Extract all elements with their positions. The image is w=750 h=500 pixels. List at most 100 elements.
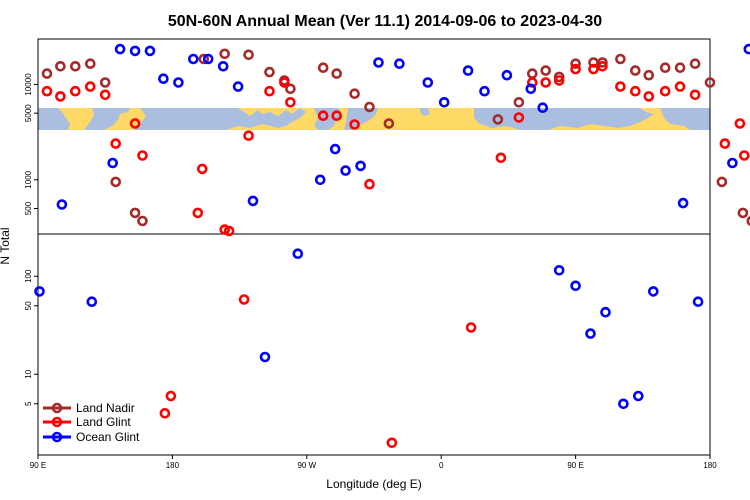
y-tick-label: 50	[24, 301, 33, 310]
point-land-nadir	[689, 58, 701, 70]
y-axis: 5 10 50 100 500 1000 5000 10000	[24, 73, 38, 406]
point-land-glint	[386, 437, 398, 449]
point-land-glint	[364, 178, 375, 190]
point-land-glint	[738, 150, 750, 161]
point-land-glint	[570, 63, 581, 75]
point-land-glint	[588, 63, 599, 75]
point-ocean-glint	[202, 53, 214, 65]
x-tick-label: 180	[703, 461, 717, 470]
point-land-glint	[495, 152, 507, 164]
point-ocean-glint	[585, 328, 596, 339]
point-ocean-glint	[647, 286, 659, 297]
point-ocean-glint	[501, 69, 513, 81]
point-ocean-glint	[173, 77, 184, 88]
point-land-nadir	[737, 207, 749, 219]
point-land-glint	[279, 77, 290, 88]
point-land-glint	[674, 81, 686, 92]
point-land-glint	[41, 85, 53, 97]
point-land-nadir	[219, 48, 230, 60]
point-land-glint	[129, 118, 141, 129]
point-ocean-glint	[553, 264, 565, 276]
point-land-nadir	[704, 77, 716, 88]
point-land-nadir	[364, 101, 375, 113]
point-ocean-glint	[373, 57, 384, 68]
x-axis-label: Longitude (deg E)	[326, 477, 421, 491]
x-tick-label: 90 E	[567, 461, 583, 470]
y-tick-label: 5	[24, 401, 33, 406]
point-land-nadir	[629, 65, 641, 76]
point-land-nadir	[129, 207, 141, 219]
point-ocean-glint	[144, 45, 156, 57]
y-tick-label: 100	[24, 269, 33, 283]
legend-label-land-glint: Land Glint	[76, 415, 131, 429]
point-land-nadir	[643, 69, 655, 81]
point-land-glint	[165, 390, 177, 402]
point-land-glint	[615, 81, 626, 92]
point-ocean-glint	[394, 58, 405, 70]
point-land-nadir	[285, 83, 296, 95]
point-land-glint	[264, 85, 275, 97]
point-land-glint	[719, 138, 731, 149]
point-ocean-glint	[188, 53, 199, 65]
point-ocean-glint	[34, 286, 45, 297]
point-ocean-glint	[292, 248, 304, 259]
point-land-nadir	[659, 62, 671, 73]
legend-item-land-nadir: Land Nadir	[43, 401, 135, 415]
point-ocean-glint	[107, 157, 118, 169]
x-tick-label: 90 W	[297, 461, 316, 470]
point-ocean-glint	[422, 77, 434, 88]
y-tick-label: 10000	[24, 73, 33, 96]
point-land-glint	[55, 91, 66, 102]
point-ocean-glint	[232, 81, 244, 92]
x-tick-label: 180	[166, 461, 180, 470]
point-land-nadir	[615, 53, 626, 65]
point-land-nadir	[383, 118, 395, 129]
point-land-glint	[629, 85, 641, 97]
point-land-nadir	[553, 71, 565, 83]
point-ocean-glint	[114, 43, 126, 55]
ocean-shapes	[38, 108, 710, 130]
point-land-glint	[223, 225, 235, 237]
point-land-nadir	[70, 61, 81, 72]
frame	[37, 38, 711, 456]
chart-title: 50N-60N Annual Mean (Ver 11.1) 2014-09-0…	[168, 13, 602, 30]
legend-label-land-nadir: Land Nadir	[76, 401, 135, 415]
point-land-glint	[238, 294, 250, 305]
point-land-glint	[553, 75, 565, 86]
point-ocean-glint	[479, 85, 490, 97]
x-axis: 90 E 180 90 W 0 90 E 180	[30, 455, 717, 470]
point-ocean-glint	[600, 306, 611, 318]
point-ocean-glint	[329, 143, 341, 155]
point-land-glint	[85, 81, 96, 92]
point-ocean-glint	[217, 61, 229, 72]
y-tick-label: 5000	[24, 104, 33, 122]
legend-item-land-glint: Land Glint	[43, 415, 131, 429]
point-land-nadir	[99, 77, 111, 88]
point-ocean-glint	[314, 174, 326, 186]
point-land-nadir	[513, 97, 525, 108]
point-land-glint	[110, 138, 121, 149]
point-land-nadir	[41, 68, 53, 79]
y-tick-label: 1000	[24, 170, 33, 188]
point-land-nadir	[110, 176, 121, 188]
point-ocean-glint	[86, 296, 98, 308]
point-ocean-glint	[677, 197, 689, 209]
point-land-glint	[540, 77, 552, 88]
point-land-nadir	[137, 215, 148, 227]
point-land-nadir	[331, 68, 343, 79]
point-land-glint	[643, 91, 655, 102]
point-ocean-glint	[158, 73, 169, 84]
point-land-glint	[197, 163, 208, 175]
point-land-nadir	[746, 216, 750, 226]
point-land-nadir	[526, 68, 538, 79]
point-land-nadir	[349, 88, 360, 99]
point-land-nadir	[716, 176, 728, 188]
point-ocean-glint	[570, 280, 581, 292]
point-ocean-glint	[355, 160, 366, 172]
point-land-glint	[99, 89, 111, 101]
point-land-glint	[526, 77, 538, 88]
point-land-nadir	[674, 62, 686, 73]
point-land-glint	[137, 150, 148, 161]
point-ocean-glint	[525, 83, 537, 95]
